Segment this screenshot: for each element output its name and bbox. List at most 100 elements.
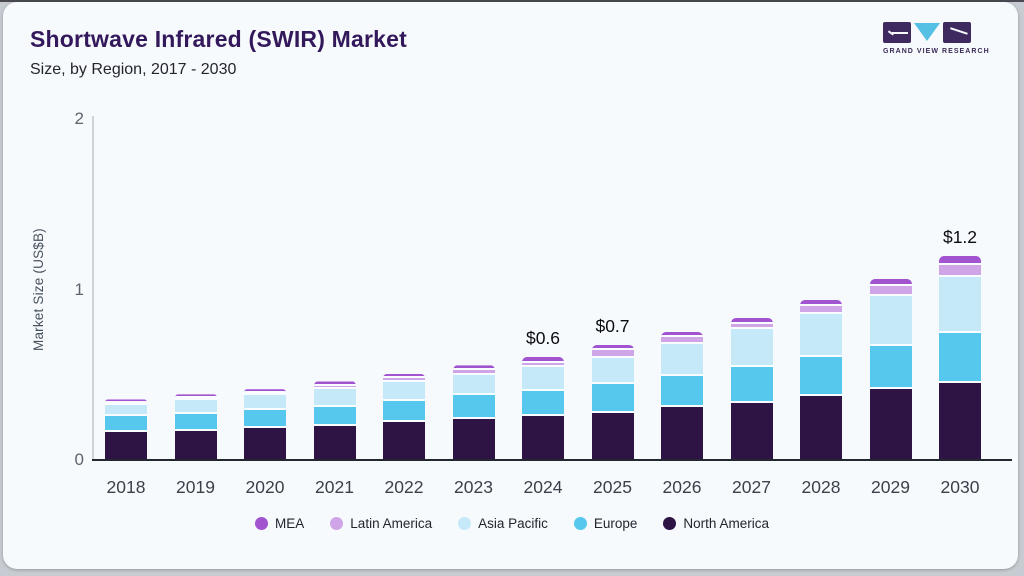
x-tick-label-2030: 2030	[940, 477, 980, 497]
bar-segment-north-america	[869, 389, 912, 459]
bar-value-label-2025: $0.7	[595, 315, 630, 336]
window-top-edge	[0, 0, 1024, 2]
bar-segment-europe	[661, 376, 703, 407]
bar-segment-asia-pacific	[939, 277, 981, 333]
chart-legend: MEA Latin America Asia Pacific Europe North …	[0, 516, 1024, 531]
logo-right-block-icon	[943, 22, 971, 43]
bar-2018	[105, 399, 147, 459]
legend-swatch-icon	[458, 517, 472, 530]
bar-segment-europe	[869, 345, 912, 390]
bar-2029	[869, 279, 912, 459]
bar-segment-north-america	[313, 425, 356, 459]
bar-segment-europe	[452, 395, 495, 419]
bar-segment-latin-america	[313, 385, 356, 390]
bar-segment-europe	[383, 401, 425, 423]
bar-segment-europe	[800, 356, 842, 396]
bar-segment-europe	[174, 413, 217, 431]
x-tick-label-2026: 2026	[662, 477, 702, 497]
bar-segment-mea	[244, 389, 286, 393]
bar-segment-asia-pacific	[591, 357, 634, 384]
y-tick-label-2: 2	[74, 109, 84, 128]
bar-segment-latin-america	[591, 349, 634, 358]
bar-segment-asia-pacific	[452, 374, 495, 396]
bar-2030	[939, 256, 981, 459]
bar-2022	[383, 373, 425, 459]
bar-segment-mea	[383, 373, 425, 379]
legend-label: MEA	[275, 516, 305, 531]
bar-segment-latin-america	[383, 378, 425, 383]
bar-2021	[313, 381, 356, 459]
bar-segment-latin-america	[244, 392, 286, 396]
bar-segment-latin-america	[869, 285, 912, 297]
legend-label: Latin America	[350, 516, 433, 531]
bar-segment-mea	[313, 381, 356, 386]
bar-segment-asia-pacific	[313, 389, 356, 408]
bar-segment-north-america	[661, 407, 703, 459]
x-tick-label-2020: 2020	[245, 477, 285, 497]
bar-segment-mea	[939, 256, 981, 265]
logo-left-glyph	[892, 32, 908, 34]
legend-item-latin-america: Latin America	[330, 516, 432, 531]
x-tick-label-2018: 2018	[106, 477, 146, 497]
bar-2028	[800, 300, 842, 459]
bar-segment-latin-america	[452, 370, 495, 375]
legend-label: North America	[683, 516, 769, 531]
bar-segment-mea	[522, 356, 564, 363]
bar-value-label-2024: $0.6	[525, 327, 561, 348]
bar-segment-latin-america	[105, 402, 147, 406]
bar-segment-north-america	[174, 430, 217, 459]
logo-brand-text: GRAND VIEW RESEARCH	[883, 48, 990, 55]
bar-2019	[174, 394, 217, 459]
bar-segment-asia-pacific	[522, 366, 564, 391]
legend-item-asia-pacific: Asia Pacific	[458, 516, 548, 531]
logo-v-triangle-icon	[914, 23, 940, 41]
legend-item-north-america: North America	[663, 516, 769, 531]
bar-segment-north-america	[105, 431, 147, 459]
logo-right-glyph	[950, 27, 968, 35]
bar-segment-north-america	[730, 402, 773, 459]
legend-swatch-icon	[663, 517, 677, 530]
bar-segment-north-america	[800, 395, 842, 459]
page-subtitle: Size, by Region, 2017 - 2030	[30, 61, 237, 78]
bar-segment-latin-america	[730, 323, 773, 330]
legend-swatch-icon	[330, 517, 344, 530]
bar-segment-north-america	[522, 416, 564, 459]
bar-segment-mea	[800, 300, 842, 306]
legend-swatch-icon	[255, 517, 269, 530]
bar-segment-europe	[244, 410, 286, 429]
report-card	[3, 2, 1018, 569]
bar-segment-latin-america	[174, 397, 217, 401]
bar-segment-mea	[730, 317, 773, 324]
bar-segment-asia-pacific	[174, 400, 217, 414]
legend-item-mea: MEA	[255, 516, 304, 531]
x-tick-label-2021: 2021	[315, 477, 354, 497]
gvr-logo-mark	[883, 22, 985, 43]
bar-segment-mea	[452, 365, 495, 371]
x-axis-line	[92, 459, 1012, 461]
bar-segment-north-america	[383, 422, 425, 459]
x-tick-label-2027: 2027	[732, 477, 771, 497]
x-tick-label-2028: 2028	[801, 477, 841, 497]
bar-segment-asia-pacific	[730, 329, 773, 367]
bar-segment-mea	[174, 394, 217, 398]
bar-2026	[661, 332, 703, 459]
bar-2027	[730, 317, 773, 459]
bar-2024	[522, 356, 564, 459]
y-tick-label-0: 0	[74, 450, 84, 469]
bar-segment-latin-america	[939, 264, 981, 278]
bar-segment-asia-pacific	[244, 395, 286, 411]
y-tick-label-1: 1	[74, 279, 84, 299]
gvr-logo: GRAND VIEW RESEARCH	[883, 22, 990, 55]
y-axis-title: Market Size (US$B)	[31, 228, 46, 352]
x-tick-label-2024: 2024	[523, 477, 563, 497]
x-tick-label-2022: 2022	[384, 477, 424, 497]
bar-segment-europe	[730, 366, 773, 403]
bar-segment-latin-america	[661, 337, 703, 344]
bar-segment-asia-pacific	[105, 405, 147, 417]
x-tick-label-2019: 2019	[176, 477, 215, 497]
x-tick-label-2023: 2023	[454, 477, 493, 497]
bar-segment-europe	[591, 383, 634, 413]
bar-segment-mea	[661, 332, 703, 338]
bar-segment-europe	[939, 332, 981, 384]
bar-segment-europe	[522, 390, 564, 417]
